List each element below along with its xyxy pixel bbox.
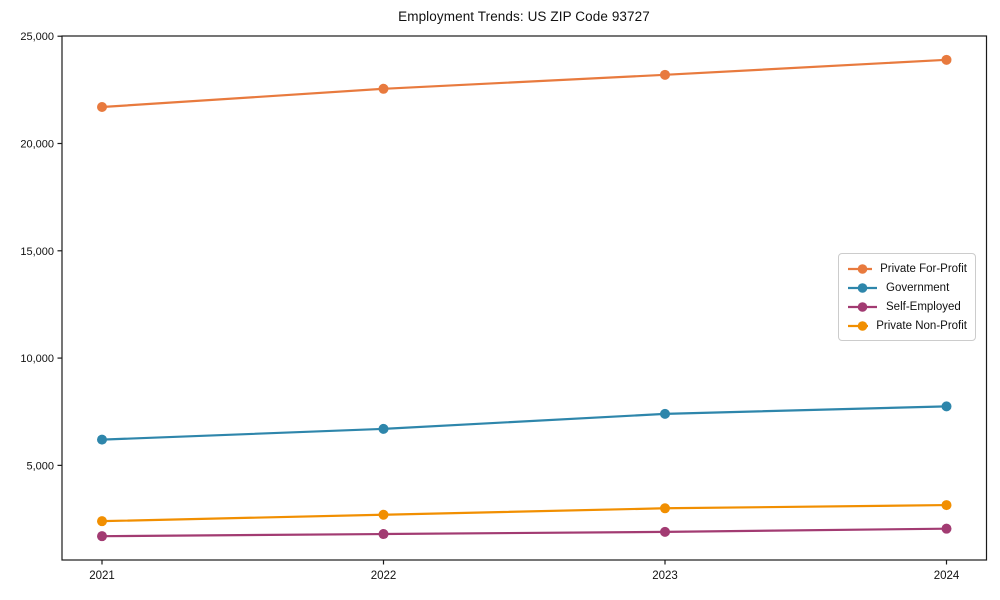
legend-line-marker-icon: [848, 320, 869, 331]
data-point-marker: [97, 434, 107, 445]
data-point-marker: [660, 503, 670, 514]
x-tick-label: 2023: [652, 570, 678, 582]
series-line-2: [101, 527, 947, 538]
data-point-marker: [660, 69, 670, 80]
data-point-marker: [660, 526, 670, 537]
data-point-marker: [941, 523, 952, 534]
y-tick-label: 10,000: [20, 353, 54, 365]
legend-entry-3: Private Non-Profit: [847, 318, 967, 333]
legend-entry-2: Self-Employed: [847, 299, 967, 314]
data-point-marker: [378, 83, 389, 94]
legend-line-marker-icon: [848, 301, 877, 312]
x-tick-label: 2024: [934, 570, 960, 582]
data-point-marker: [97, 531, 107, 542]
y-tick-label: 20,000: [20, 139, 54, 151]
data-point-marker: [97, 516, 107, 527]
data-point-marker: [660, 408, 670, 419]
y-tick-label: 25,000: [20, 31, 54, 43]
legend-line-marker-icon: [848, 282, 877, 293]
data-point-marker: [378, 509, 389, 520]
legend-label: Private Non-Profit: [876, 319, 967, 332]
y-tick-label: 5,000: [26, 460, 54, 472]
legend-label: Government: [886, 281, 950, 294]
chart-title: Employment Trends: US ZIP Code 93727: [398, 9, 650, 24]
legend-label: Private For-Profit: [880, 262, 967, 275]
data-point-marker: [941, 500, 952, 511]
data-point-marker: [941, 401, 952, 412]
data-point-marker: [378, 529, 389, 540]
series-line-1: [101, 405, 947, 441]
x-tick-label: 2021: [89, 570, 115, 582]
data-point-marker: [378, 423, 389, 434]
x-tick-label: 2022: [371, 570, 397, 582]
legend-entry-0: Private For-Profit: [847, 261, 967, 276]
y-tick-label: 15,000: [20, 246, 54, 258]
data-point-marker: [97, 102, 107, 113]
series-line-0: [101, 58, 947, 109]
plot-border: [61, 35, 988, 561]
legend-label: Self-Employed: [886, 300, 961, 313]
series-line-3: [101, 503, 947, 523]
legend-line-marker-icon: [848, 263, 873, 274]
data-point-marker: [941, 54, 952, 65]
chart-legend: Private For-Profit Government Self-Employe…: [838, 253, 976, 341]
legend-entry-1: Government: [847, 280, 967, 295]
